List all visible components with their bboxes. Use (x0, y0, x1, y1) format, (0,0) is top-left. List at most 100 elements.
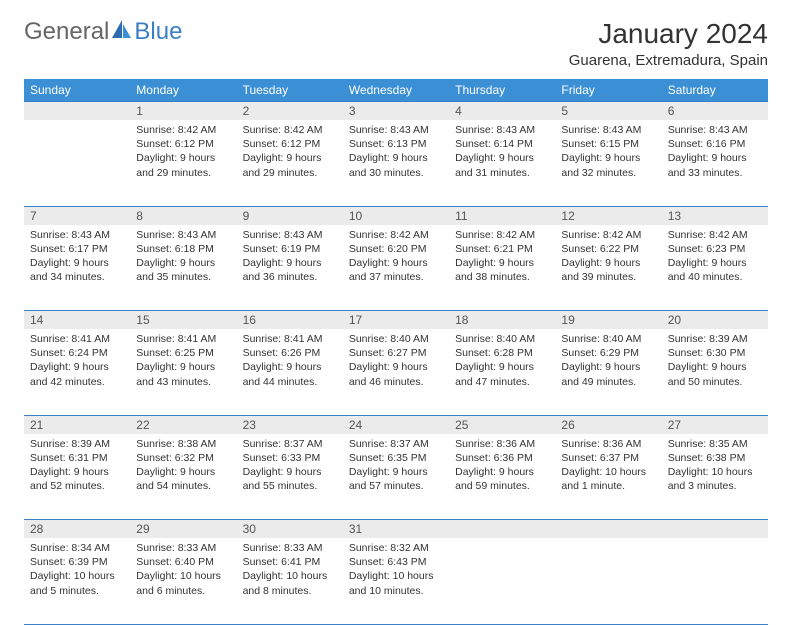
day-number: 5 (555, 102, 661, 121)
day-cell: Sunrise: 8:42 AMSunset: 6:20 PMDaylight:… (343, 225, 449, 311)
daylight-text: Daylight: 9 hours and 29 minutes. (136, 151, 230, 179)
day-number: 18 (449, 311, 555, 330)
daylight-text: Daylight: 9 hours and 29 minutes. (243, 151, 337, 179)
day-number (449, 520, 555, 539)
daylight-text: Daylight: 9 hours and 44 minutes. (243, 360, 337, 388)
sunrise-text: Sunrise: 8:43 AM (668, 123, 762, 137)
daylight-text: Daylight: 10 hours and 5 minutes. (30, 569, 124, 597)
day-number: 31 (343, 520, 449, 539)
day-cell: Sunrise: 8:41 AMSunset: 6:25 PMDaylight:… (130, 329, 236, 415)
day-header-wednesday: Wednesday (343, 79, 449, 102)
day-cell: Sunrise: 8:42 AMSunset: 6:23 PMDaylight:… (662, 225, 768, 311)
day-details: Sunrise: 8:42 AMSunset: 6:12 PMDaylight:… (237, 120, 343, 186)
day-cell: Sunrise: 8:41 AMSunset: 6:26 PMDaylight:… (237, 329, 343, 415)
daylight-text: Daylight: 10 hours and 3 minutes. (668, 465, 762, 493)
day-cell: Sunrise: 8:37 AMSunset: 6:33 PMDaylight:… (237, 434, 343, 520)
sunset-text: Sunset: 6:33 PM (243, 451, 337, 465)
daylight-text: Daylight: 9 hours and 57 minutes. (349, 465, 443, 493)
sunset-text: Sunset: 6:22 PM (561, 242, 655, 256)
day-header-monday: Monday (130, 79, 236, 102)
day-number-row: 28293031 (24, 520, 768, 539)
day-cell: Sunrise: 8:36 AMSunset: 6:36 PMDaylight:… (449, 434, 555, 520)
sunrise-text: Sunrise: 8:42 AM (136, 123, 230, 137)
sunset-text: Sunset: 6:16 PM (668, 137, 762, 151)
title-block: January 2024 Guarena, Extremadura, Spain (569, 18, 768, 69)
daylight-text: Daylight: 9 hours and 36 minutes. (243, 256, 337, 284)
sunset-text: Sunset: 6:17 PM (30, 242, 124, 256)
day-details: Sunrise: 8:38 AMSunset: 6:32 PMDaylight:… (130, 434, 236, 500)
sunrise-text: Sunrise: 8:33 AM (243, 541, 337, 555)
day-cell: Sunrise: 8:39 AMSunset: 6:30 PMDaylight:… (662, 329, 768, 415)
sunrise-text: Sunrise: 8:36 AM (561, 437, 655, 451)
sunrise-text: Sunrise: 8:42 AM (243, 123, 337, 137)
day-cell: Sunrise: 8:42 AMSunset: 6:22 PMDaylight:… (555, 225, 661, 311)
sunset-text: Sunset: 6:21 PM (455, 242, 549, 256)
daylight-text: Daylight: 9 hours and 32 minutes. (561, 151, 655, 179)
sunset-text: Sunset: 6:29 PM (561, 346, 655, 360)
day-cell: Sunrise: 8:43 AMSunset: 6:19 PMDaylight:… (237, 225, 343, 311)
day-details: Sunrise: 8:42 AMSunset: 6:21 PMDaylight:… (449, 225, 555, 291)
sunrise-text: Sunrise: 8:35 AM (668, 437, 762, 451)
day-cell: Sunrise: 8:38 AMSunset: 6:32 PMDaylight:… (130, 434, 236, 520)
day-details: Sunrise: 8:42 AMSunset: 6:23 PMDaylight:… (662, 225, 768, 291)
day-number: 24 (343, 415, 449, 434)
sunset-text: Sunset: 6:37 PM (561, 451, 655, 465)
sunrise-text: Sunrise: 8:41 AM (243, 332, 337, 346)
day-number: 21 (24, 415, 130, 434)
day-number: 23 (237, 415, 343, 434)
day-details (662, 538, 768, 547)
day-details: Sunrise: 8:41 AMSunset: 6:25 PMDaylight:… (130, 329, 236, 395)
day-cell: Sunrise: 8:35 AMSunset: 6:38 PMDaylight:… (662, 434, 768, 520)
daylight-text: Daylight: 9 hours and 39 minutes. (561, 256, 655, 284)
day-details: Sunrise: 8:40 AMSunset: 6:28 PMDaylight:… (449, 329, 555, 395)
day-cell: Sunrise: 8:33 AMSunset: 6:41 PMDaylight:… (237, 538, 343, 624)
sunset-text: Sunset: 6:25 PM (136, 346, 230, 360)
day-cell: Sunrise: 8:43 AMSunset: 6:17 PMDaylight:… (24, 225, 130, 311)
sunrise-text: Sunrise: 8:40 AM (455, 332, 549, 346)
sunset-text: Sunset: 6:43 PM (349, 555, 443, 569)
day-number: 12 (555, 206, 661, 225)
day-details: Sunrise: 8:33 AMSunset: 6:40 PMDaylight:… (130, 538, 236, 604)
day-number: 20 (662, 311, 768, 330)
day-number: 8 (130, 206, 236, 225)
sunset-text: Sunset: 6:18 PM (136, 242, 230, 256)
calendar-body: 123456Sunrise: 8:42 AMSunset: 6:12 PMDay… (24, 102, 768, 625)
location-text: Guarena, Extremadura, Spain (569, 52, 768, 69)
day-cell (449, 538, 555, 624)
sunset-text: Sunset: 6:27 PM (349, 346, 443, 360)
daylight-text: Daylight: 9 hours and 49 minutes. (561, 360, 655, 388)
day-details (555, 538, 661, 547)
day-details: Sunrise: 8:43 AMSunset: 6:17 PMDaylight:… (24, 225, 130, 291)
logo-text-blue: Blue (134, 18, 182, 46)
sunrise-text: Sunrise: 8:43 AM (136, 228, 230, 242)
sunset-text: Sunset: 6:32 PM (136, 451, 230, 465)
daylight-text: Daylight: 9 hours and 38 minutes. (455, 256, 549, 284)
sunrise-text: Sunrise: 8:33 AM (136, 541, 230, 555)
day-details: Sunrise: 8:40 AMSunset: 6:27 PMDaylight:… (343, 329, 449, 395)
day-number: 2 (237, 102, 343, 121)
daylight-text: Daylight: 9 hours and 59 minutes. (455, 465, 549, 493)
day-number-row: 14151617181920 (24, 311, 768, 330)
daylight-text: Daylight: 9 hours and 47 minutes. (455, 360, 549, 388)
day-number: 19 (555, 311, 661, 330)
daylight-text: Daylight: 9 hours and 42 minutes. (30, 360, 124, 388)
calendar-table: Sunday Monday Tuesday Wednesday Thursday… (24, 79, 768, 625)
daylight-text: Daylight: 9 hours and 37 minutes. (349, 256, 443, 284)
day-cell: Sunrise: 8:33 AMSunset: 6:40 PMDaylight:… (130, 538, 236, 624)
sunrise-text: Sunrise: 8:42 AM (455, 228, 549, 242)
sunset-text: Sunset: 6:41 PM (243, 555, 337, 569)
logo-sail-icon (111, 18, 133, 46)
day-cell: Sunrise: 8:42 AMSunset: 6:21 PMDaylight:… (449, 225, 555, 311)
sunset-text: Sunset: 6:15 PM (561, 137, 655, 151)
day-number (555, 520, 661, 539)
daylight-text: Daylight: 9 hours and 43 minutes. (136, 360, 230, 388)
sunrise-text: Sunrise: 8:43 AM (561, 123, 655, 137)
daylight-text: Daylight: 9 hours and 30 minutes. (349, 151, 443, 179)
sunset-text: Sunset: 6:38 PM (668, 451, 762, 465)
day-number: 13 (662, 206, 768, 225)
month-title: January 2024 (569, 18, 768, 50)
day-cell: Sunrise: 8:41 AMSunset: 6:24 PMDaylight:… (24, 329, 130, 415)
sunset-text: Sunset: 6:20 PM (349, 242, 443, 256)
day-cell: Sunrise: 8:43 AMSunset: 6:14 PMDaylight:… (449, 120, 555, 206)
sunrise-text: Sunrise: 8:37 AM (349, 437, 443, 451)
